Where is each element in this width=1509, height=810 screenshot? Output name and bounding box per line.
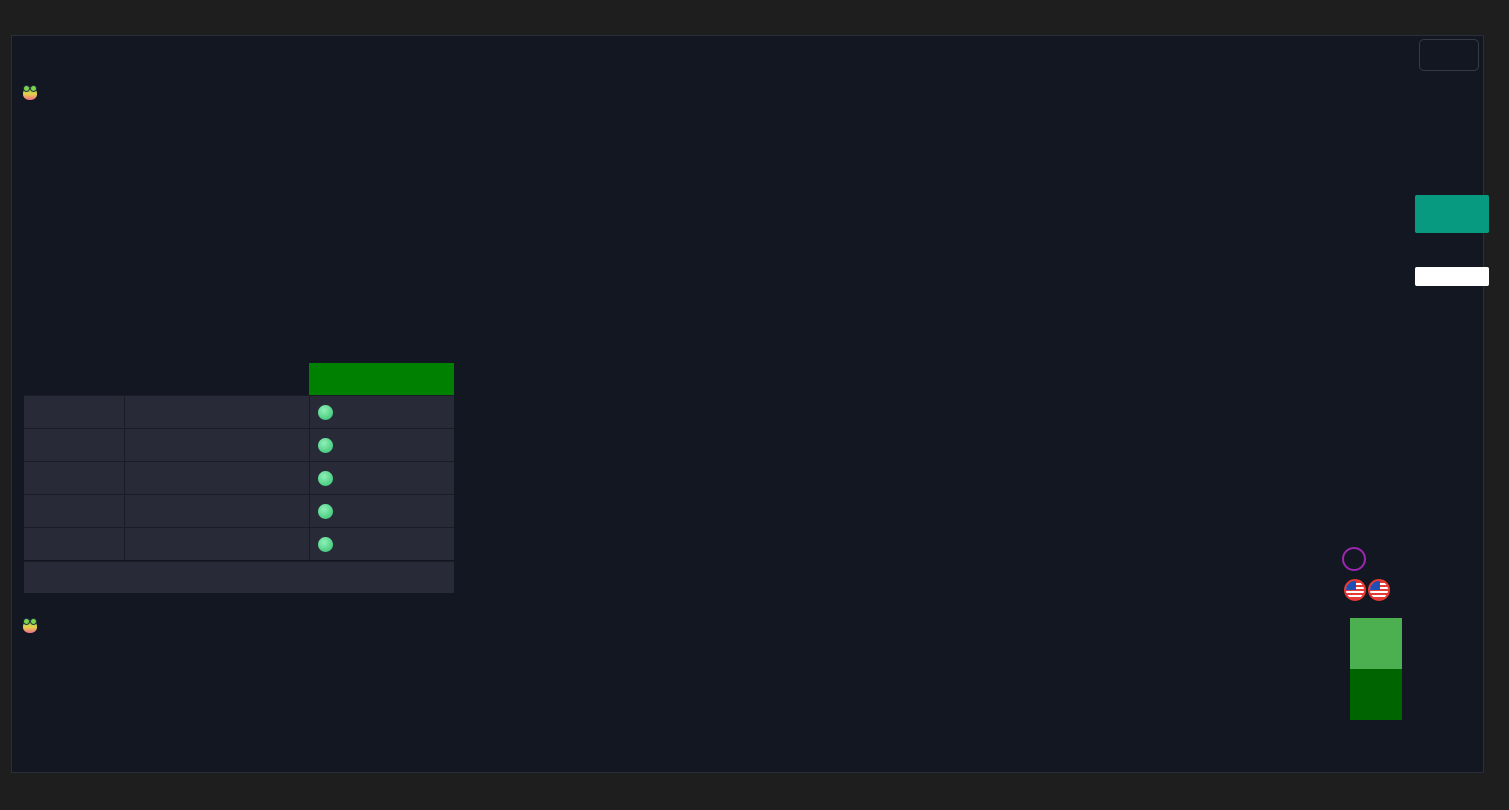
frog-icon [23, 85, 37, 100]
status-dot-icon [318, 405, 333, 420]
adx-value-badge [1350, 669, 1402, 720]
status-dot-icon [318, 504, 333, 519]
table-row [24, 428, 454, 461]
status-dot-icon [318, 471, 333, 486]
table-header [24, 363, 454, 395]
last-price-tag [1415, 195, 1489, 233]
status-dot-icon [318, 537, 333, 552]
symbol-legend[interactable] [23, 45, 93, 60]
frog-icon [23, 618, 37, 633]
us-flag-event-icon[interactable] [1344, 579, 1366, 601]
table-row [24, 395, 454, 428]
rsi-legend[interactable] [23, 618, 100, 635]
lightning-icon[interactable] [1342, 547, 1366, 571]
strategy-legend[interactable] [23, 85, 87, 102]
horizontal-line-price-tag [1415, 267, 1489, 286]
table-row [24, 461, 454, 494]
projection-badge [309, 363, 454, 395]
us-flag-event-icon[interactable] [1368, 579, 1390, 601]
rsi-value-badge [1350, 618, 1402, 669]
table-footer-summary [24, 561, 454, 593]
currency-button[interactable] [1419, 39, 1479, 71]
table-row [24, 494, 454, 527]
table-row [24, 527, 454, 560]
volume-legend[interactable] [23, 66, 31, 81]
status-dot-icon [318, 438, 333, 453]
